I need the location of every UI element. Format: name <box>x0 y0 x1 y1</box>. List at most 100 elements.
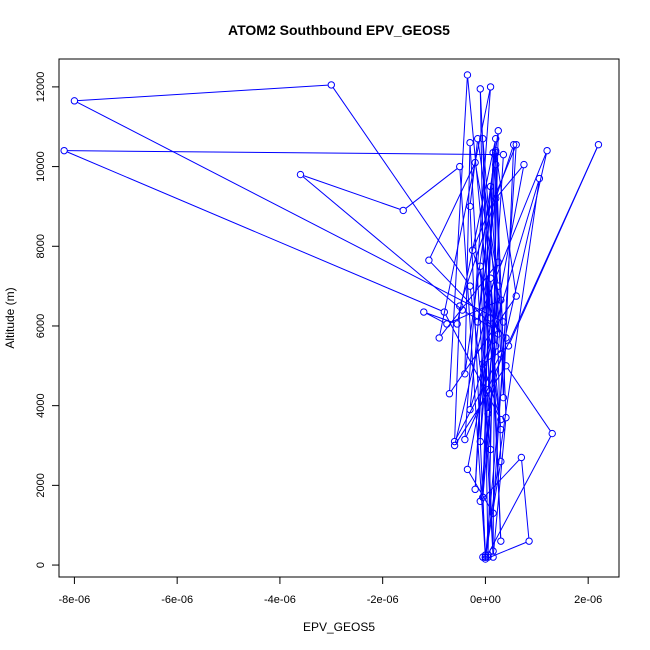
data-point <box>440 308 449 316</box>
data-point <box>486 314 495 322</box>
series-segment <box>405 168 458 209</box>
x-tick-label: -6e-06 <box>161 594 193 606</box>
series-segment <box>469 145 494 554</box>
data-point <box>450 441 459 450</box>
data-point <box>435 334 443 342</box>
x-tick-label: -8e-06 <box>59 594 91 606</box>
data-point <box>466 282 474 290</box>
series-segment <box>449 78 468 391</box>
series-segment <box>485 341 507 554</box>
series-segment <box>429 165 475 258</box>
data-point <box>491 160 500 169</box>
series-segment <box>470 181 539 407</box>
data-point <box>497 457 505 466</box>
data-point <box>494 282 502 290</box>
x-tick-label: -4e-06 <box>264 594 296 606</box>
data-point <box>463 71 472 79</box>
series-segment <box>521 460 530 538</box>
data-point <box>399 206 407 215</box>
x-tick-label: 0e+00 <box>470 594 501 606</box>
data-point <box>476 437 484 446</box>
data-point <box>468 246 477 254</box>
chart-title: ATOM2 Southbound EPV_GEOS5 <box>228 22 450 38</box>
data-point <box>494 127 502 135</box>
data-point <box>486 83 495 91</box>
data-point <box>497 425 505 434</box>
series-segment <box>469 141 496 407</box>
data-point <box>60 146 68 155</box>
series-segment <box>480 321 491 439</box>
series-segment <box>430 262 494 328</box>
data-point <box>443 320 451 328</box>
y-axis-label: Altitude (m) <box>3 287 17 348</box>
data-point <box>491 148 500 157</box>
data-point <box>489 547 497 555</box>
data-point <box>504 342 513 350</box>
series-segment <box>473 147 516 248</box>
data-point <box>594 140 603 149</box>
series-segment <box>492 147 517 511</box>
y-tick-label: 6000 <box>35 314 47 338</box>
series-segment <box>467 78 502 427</box>
series-segment <box>482 459 520 500</box>
data-point <box>458 306 467 314</box>
data-point <box>476 262 484 270</box>
data-point <box>479 553 487 561</box>
series-segment <box>455 356 500 439</box>
x-tick-label: -2e-06 <box>367 594 399 606</box>
data-point <box>476 85 484 93</box>
series-segment <box>302 176 461 309</box>
series-segment <box>495 153 517 293</box>
x-tick-label: 2e-06 <box>574 594 602 606</box>
data-point <box>491 194 500 203</box>
series-segment <box>477 201 496 319</box>
data-point <box>499 150 508 159</box>
x-axis-ticks: -8e-06 -6e-06 -4e-06 -2e-06 0e+00 2e-06 <box>59 577 602 606</box>
y-tick-label: 10000 <box>35 151 47 182</box>
series-segment <box>486 436 552 557</box>
data-point <box>494 330 502 338</box>
data-point <box>489 509 497 517</box>
data-point <box>491 342 500 350</box>
data-point <box>491 326 500 334</box>
series-segment <box>465 147 598 437</box>
data-point <box>502 334 510 342</box>
data-point <box>471 158 479 167</box>
data-point <box>471 485 479 494</box>
data-point <box>461 370 469 378</box>
series-segment <box>485 181 540 552</box>
series-segment <box>497 166 523 197</box>
series-segment <box>480 269 501 427</box>
data-point <box>512 140 520 149</box>
data-point <box>466 202 474 211</box>
data-point <box>296 170 305 179</box>
data-point <box>484 409 492 418</box>
series-segment <box>426 313 445 323</box>
data-point <box>520 160 528 169</box>
data-point <box>486 182 495 191</box>
y-tick-label: 0 <box>35 562 47 568</box>
series-segment <box>332 87 469 284</box>
series-segment <box>478 153 547 320</box>
series-segment <box>468 471 492 511</box>
data-point <box>479 360 487 368</box>
data-point <box>453 320 461 328</box>
data-point <box>486 274 495 282</box>
y-tick-label: 4000 <box>35 393 47 417</box>
series-segment <box>454 309 461 439</box>
data-point <box>502 362 510 370</box>
data-point <box>479 134 487 143</box>
data-point <box>512 292 520 300</box>
data-point <box>445 390 454 398</box>
data-point <box>420 308 428 316</box>
data-point <box>456 162 464 171</box>
series-segment <box>67 150 501 156</box>
series-segment <box>454 265 499 443</box>
data-series <box>60 71 603 563</box>
series-segment <box>464 145 471 371</box>
series-segment <box>480 303 502 499</box>
data-point <box>476 497 484 505</box>
x-axis-label: EPV_GEOS5 <box>303 620 375 634</box>
data-point <box>479 493 487 502</box>
series-segment <box>66 151 442 312</box>
